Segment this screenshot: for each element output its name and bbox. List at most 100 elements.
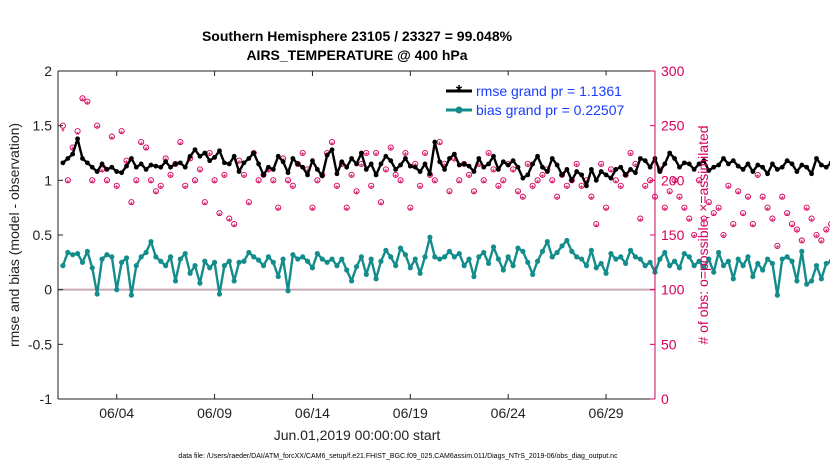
bias-point (280, 256, 286, 262)
rmse-point (667, 150, 673, 156)
bias-point (167, 254, 174, 260)
obs-assimilated-point: * (242, 173, 246, 184)
y-tick-label-left: 0.5 (33, 227, 53, 243)
bias-point (569, 248, 575, 254)
bias-point (256, 257, 262, 263)
obs-assimilated-point: * (423, 151, 427, 162)
rmse-point (618, 164, 624, 170)
rmse-point (138, 161, 144, 167)
rmse-point (349, 156, 355, 161)
bias-point (681, 250, 687, 257)
rmse-point (686, 161, 692, 167)
rmse-point (422, 161, 428, 167)
obs-assimilated-point: * (550, 179, 554, 190)
y-tick-label-right: 100 (661, 282, 685, 298)
obs-assimilated-point: * (149, 179, 153, 190)
bias-point (378, 258, 384, 264)
rmse-point (755, 162, 761, 168)
bias-point (686, 254, 692, 260)
bias-point (456, 250, 462, 257)
rmse-point (540, 164, 545, 170)
rmse-point (75, 136, 80, 142)
obs-possible-point (255, 177, 262, 184)
obs-assimilated-point: * (154, 189, 158, 200)
bias-point (202, 258, 208, 264)
obs-possible-point (191, 177, 199, 184)
rmse-point (579, 172, 584, 178)
obs-possible-point (402, 149, 409, 157)
rmse-point (266, 164, 271, 170)
y-tick-label-left: 1 (44, 172, 52, 188)
bias-series-line (61, 235, 830, 297)
rmse-point (246, 156, 252, 161)
bias-point (114, 287, 120, 293)
legend-box (441, 75, 649, 123)
rmse-point (407, 163, 413, 169)
bias-point (422, 254, 428, 260)
obs-possible-point (211, 177, 218, 184)
rmse-point (412, 164, 418, 170)
obs-assimilated-point: * (384, 168, 388, 179)
rmse-point (814, 156, 819, 161)
obs-assimilated-point: * (232, 222, 236, 233)
obs-assimilated-point: * (648, 179, 652, 190)
obs-assimilated-point: * (266, 168, 270, 179)
rmse-point (143, 167, 149, 172)
bias-point (241, 258, 247, 264)
obs-assimilated-point: * (536, 179, 540, 190)
rmse-point (525, 172, 531, 178)
rmse-point (588, 167, 594, 172)
obs-possible-point (705, 199, 712, 206)
axes-layer: -1 -0.5 0 0.5 1 1.5 2 0 50 100 150 200 250 300 06/04 06… (28, 63, 685, 421)
obs-possible-point (495, 182, 502, 189)
bias-point (128, 292, 135, 298)
bias-point (774, 292, 780, 298)
obs-assimilated-point: * (638, 217, 642, 228)
rmse-point (730, 158, 736, 164)
obs-possible-point (598, 160, 605, 167)
bias-point (549, 254, 555, 260)
obs-possible-point (554, 193, 561, 200)
obs-assimilated-point: * (330, 140, 334, 151)
obs-assimilated-point: * (575, 162, 579, 173)
obs-assimilated-point: * (477, 162, 481, 173)
rmse-point (544, 169, 550, 174)
obs-assimilated-point: * (472, 189, 476, 200)
obs-possible-point (534, 177, 541, 184)
obs-assimilated-point: * (448, 189, 452, 200)
bias-point (324, 259, 330, 265)
rmse-point (129, 156, 134, 161)
rmse-point (500, 159, 506, 165)
rmse-point (403, 156, 408, 161)
obs-possible-point (196, 166, 203, 173)
rmse-point (217, 148, 222, 154)
rmse-point (681, 160, 687, 166)
obs-assimilated-point: * (252, 151, 256, 162)
rmse-point (818, 162, 824, 168)
rmse-point (94, 169, 100, 174)
bias-point (60, 263, 66, 269)
obs-possible-point (309, 204, 316, 211)
bias-point (779, 256, 785, 262)
rmse-point (368, 161, 374, 167)
bias-point (735, 256, 741, 262)
obs-assimilated-point: * (81, 97, 85, 108)
rmse-point (236, 169, 242, 174)
obs-assimilated-point: * (438, 140, 442, 151)
bias-point (588, 247, 594, 253)
obs-assimilated-point: * (516, 189, 520, 200)
legend-rmse-label: rmse grand pr = 1.1361 (476, 83, 622, 99)
bias-point (530, 271, 536, 277)
obs-possible-point (143, 144, 150, 151)
x-tick-label: 06/19 (393, 405, 428, 421)
obs-possible-point (407, 204, 414, 211)
obs-possible-point (803, 204, 810, 211)
y-axis-label-left: rmse and bias (model - observation) (6, 123, 22, 347)
obs-possible-point (226, 215, 233, 222)
bias-point (667, 263, 673, 269)
rmse-point (314, 167, 320, 172)
rmse-point (197, 153, 203, 159)
bias-point (760, 267, 766, 273)
obs-possible-point (519, 193, 526, 200)
obs-possible-point (637, 215, 644, 222)
